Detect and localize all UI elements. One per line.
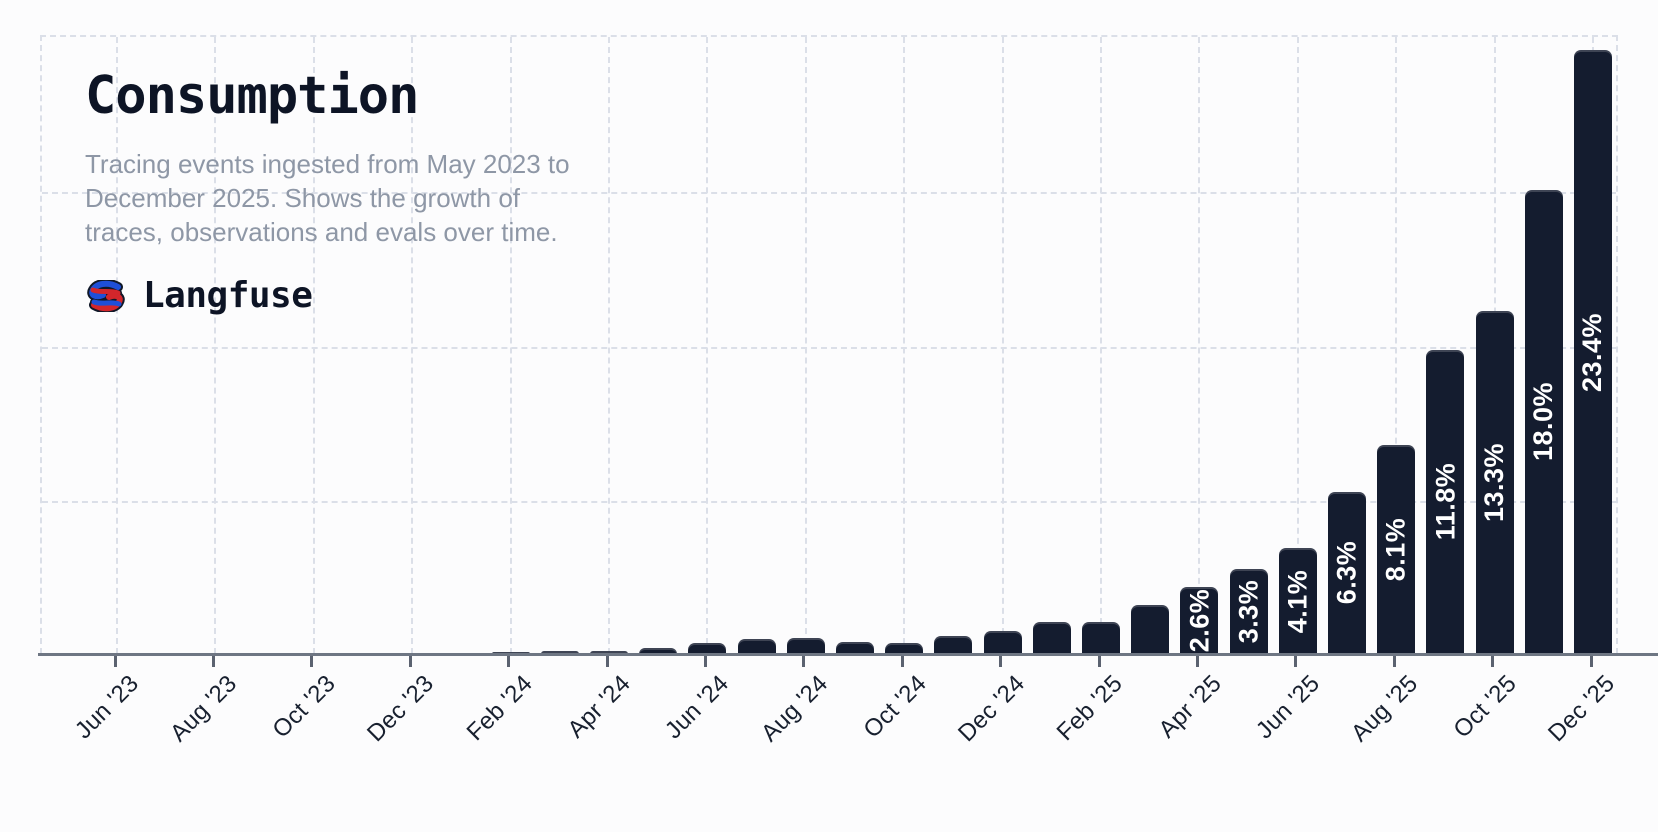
- v-gridline: [706, 37, 709, 654]
- bar-sep25[interactable]: 11.8%: [1426, 349, 1465, 654]
- axis-tick: [113, 656, 117, 667]
- chart-title: Consumption: [85, 66, 419, 126]
- x-axis-line: [38, 653, 1658, 656]
- bar-value-label: 3.3%: [1233, 579, 1264, 644]
- bar-oct24[interactable]: [885, 642, 924, 654]
- axis-tick: [1589, 656, 1593, 667]
- v-gridline: [312, 37, 315, 654]
- h-gridline: [42, 346, 1616, 349]
- axis-tick: [703, 656, 707, 667]
- bar-jun25[interactable]: 4.1%: [1278, 548, 1317, 654]
- bar-dec25[interactable]: 23.4%: [1574, 50, 1612, 654]
- bar-value-label: 18.0%: [1528, 382, 1559, 462]
- bar-oct25[interactable]: 13.3%: [1475, 310, 1514, 654]
- axis-tick: [310, 656, 314, 667]
- bar-value-label: 11.8%: [1429, 463, 1460, 541]
- v-gridline: [1198, 37, 1201, 654]
- v-gridline: [1100, 37, 1102, 654]
- v-gridline: [509, 37, 512, 654]
- bar-jul25[interactable]: 6.3%: [1328, 491, 1366, 654]
- bar-value-label: 23.4%: [1577, 312, 1608, 392]
- axis-tick: [507, 656, 511, 667]
- v-gridline: [214, 37, 217, 654]
- bar-apr24[interactable]: [590, 650, 628, 654]
- bar-jul24[interactable]: [737, 638, 776, 654]
- v-gridline: [608, 37, 610, 654]
- axis-tick: [900, 656, 904, 667]
- v-gridline: [1001, 37, 1004, 654]
- bar-value-label: 2.6%: [1183, 588, 1214, 653]
- bar-nov24[interactable]: [934, 635, 973, 654]
- bar-value-label: 8.1%: [1380, 517, 1411, 582]
- h-gridline: [42, 501, 1616, 504]
- axis-tick: [999, 656, 1003, 667]
- langfuse-logo-icon: [87, 279, 125, 312]
- axis-tick: [1392, 656, 1396, 667]
- bar-jun24[interactable]: [688, 643, 727, 654]
- v-gridline: [116, 37, 118, 654]
- bar-value-label: 4.1%: [1282, 569, 1313, 633]
- bar-value-label: 13.3%: [1479, 442, 1510, 523]
- subtitle-line-2: December 2025. Shows the growth of: [85, 183, 521, 214]
- bar-may25[interactable]: 3.3%: [1229, 568, 1268, 654]
- brand-row: Langfuse: [85, 275, 570, 316]
- axis-tick: [1294, 656, 1298, 667]
- v-gridline: [903, 37, 906, 654]
- bar-mar24[interactable]: [540, 651, 579, 654]
- bar-apr25[interactable]: 2.6%: [1180, 586, 1219, 654]
- axis-tick: [1491, 656, 1495, 667]
- v-gridline: [804, 37, 807, 654]
- chart-subtitle: Tracing events ingested from May 2023 to…: [85, 147, 570, 249]
- bar-aug25[interactable]: 8.1%: [1377, 445, 1416, 654]
- v-gridline: [1395, 37, 1398, 654]
- axis-tick: [802, 656, 806, 667]
- bar-dec24[interactable]: [983, 631, 1022, 654]
- axis-tick: [408, 656, 412, 667]
- axis-tick: [211, 656, 215, 667]
- bar-nov25[interactable]: 18.0%: [1524, 189, 1563, 654]
- bar-value-label: 6.3%: [1331, 540, 1362, 605]
- v-gridline: [1296, 37, 1299, 654]
- axis-tick: [1097, 656, 1101, 667]
- chart-header: Consumption Tracing events ingested from…: [85, 66, 570, 316]
- h-gridline: [42, 191, 1616, 194]
- bar-sep24[interactable]: [836, 641, 874, 654]
- bar-aug24[interactable]: [786, 638, 825, 654]
- bar-may24[interactable]: [639, 647, 678, 654]
- brand-name: Langfuse: [143, 275, 313, 317]
- axis-tick: [1195, 656, 1199, 667]
- v-gridline: [411, 37, 414, 654]
- bar-jan25[interactable]: [1032, 622, 1071, 654]
- bar-feb25[interactable]: [1082, 621, 1120, 654]
- bar-mar25[interactable]: [1131, 605, 1170, 654]
- axis-tick: [605, 656, 609, 667]
- subtitle-line-1: Tracing events ingested from May 2023 to: [85, 149, 570, 180]
- plot-area: 2.6% 3.3% 4.1% 6.3% 8.1% 11.8% 13.3% 18.0% 23.4%: [40, 35, 1618, 654]
- subtitle-line-3: traces, observations and evals over time…: [85, 217, 558, 248]
